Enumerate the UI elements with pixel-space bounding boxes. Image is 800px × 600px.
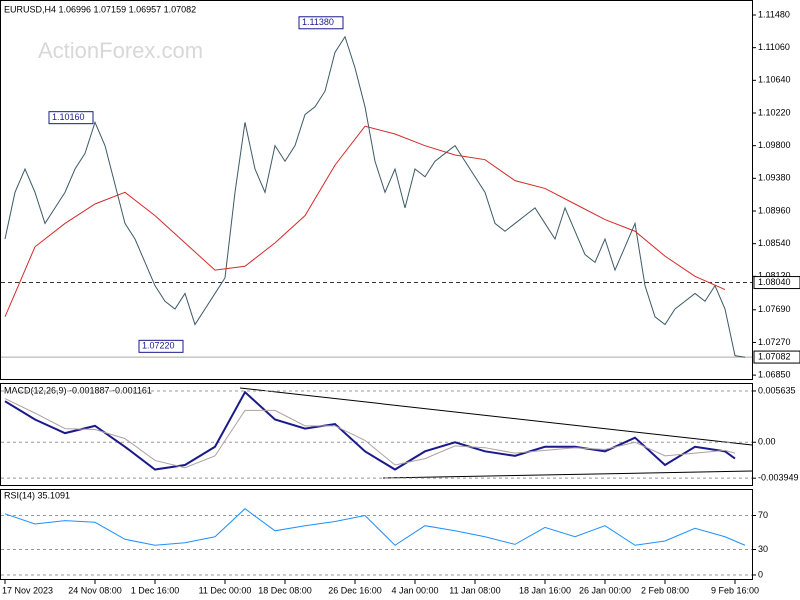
level-label: 1.08040: [758, 277, 791, 287]
annotation-box: [138, 339, 184, 353]
y-tick-label: -0.003949: [758, 473, 799, 483]
x-tick-label: 9 Feb 16:00: [711, 585, 759, 595]
x-tick-label: 17 Nov 2023: [2, 585, 53, 595]
x-tick-label: 24 Nov 08:00: [68, 585, 122, 595]
y-tick-label: 1.08120: [758, 271, 791, 281]
annotation-label: 1.10160: [52, 112, 85, 122]
x-tick-label: 4 Jan 00:00: [391, 585, 438, 595]
x-tick-label: 1 Dec 16:00: [131, 585, 180, 595]
series-line: [4, 125, 726, 317]
trendline: [239, 387, 753, 446]
y-tick-label: 0: [758, 569, 763, 579]
trendline: [382, 470, 753, 479]
level-label: 1.07082: [758, 351, 791, 361]
level-box: [753, 276, 800, 290]
macd-frame: [0, 383, 753, 486]
x-tick-label: 18 Dec 08:00: [258, 585, 312, 595]
macd-title: MACD(12,26,9) -0.001887 -0.001161: [4, 385, 152, 395]
annotation-box: [48, 111, 94, 125]
rsi-title: RSI(14) 35.1091: [4, 490, 70, 500]
y-tick-label: 1.11480: [758, 9, 790, 19]
x-tick-label: 26 Dec 16:00: [328, 585, 382, 595]
y-tick-label: 0.00: [758, 437, 776, 447]
y-tick-label: 1.07690: [758, 304, 791, 314]
y-tick-label: 1.09800: [758, 140, 791, 150]
level-box: [753, 350, 800, 364]
x-tick-label: 2 Feb 08:00: [641, 585, 689, 595]
watermark: ActionForex.com: [38, 38, 203, 63]
x-tick-label: 18 Jan 16:00: [519, 585, 571, 595]
price-title: EURUSD,H4 1.06996 1.07159 1.06957 1.0708…: [4, 4, 196, 14]
y-tick-label: 1.09380: [758, 173, 791, 183]
y-tick-label: 1.10220: [758, 107, 791, 117]
series-line: [4, 508, 746, 546]
series-line: [4, 35, 746, 358]
price-frame: [0, 0, 753, 380]
y-tick-label: 1.08540: [758, 238, 791, 248]
y-tick-label: 1.06850: [758, 369, 791, 379]
annotation-box: [298, 16, 344, 30]
x-tick-label: 11 Jan 08:00: [449, 585, 500, 595]
x-tick-label: 11 Dec 00:00: [199, 585, 252, 595]
y-tick-label: 0.005635: [758, 385, 796, 395]
x-tick-label: 26 Jan 00:00: [579, 585, 631, 595]
y-tick-label: 1.07270: [758, 337, 791, 347]
y-tick-label: 1.08960: [758, 205, 791, 215]
series-line: [4, 398, 736, 469]
annotation-label: 1.11380: [302, 17, 334, 27]
y-tick-label: 30: [758, 544, 768, 554]
y-tick-label: 1.10640: [758, 75, 791, 85]
y-tick-label: 70: [758, 510, 768, 520]
series-line: [4, 390, 736, 471]
annotation-label: 1.07220: [142, 341, 175, 351]
y-tick-label: 1.11060: [758, 42, 790, 52]
rsi-frame: [0, 489, 753, 580]
